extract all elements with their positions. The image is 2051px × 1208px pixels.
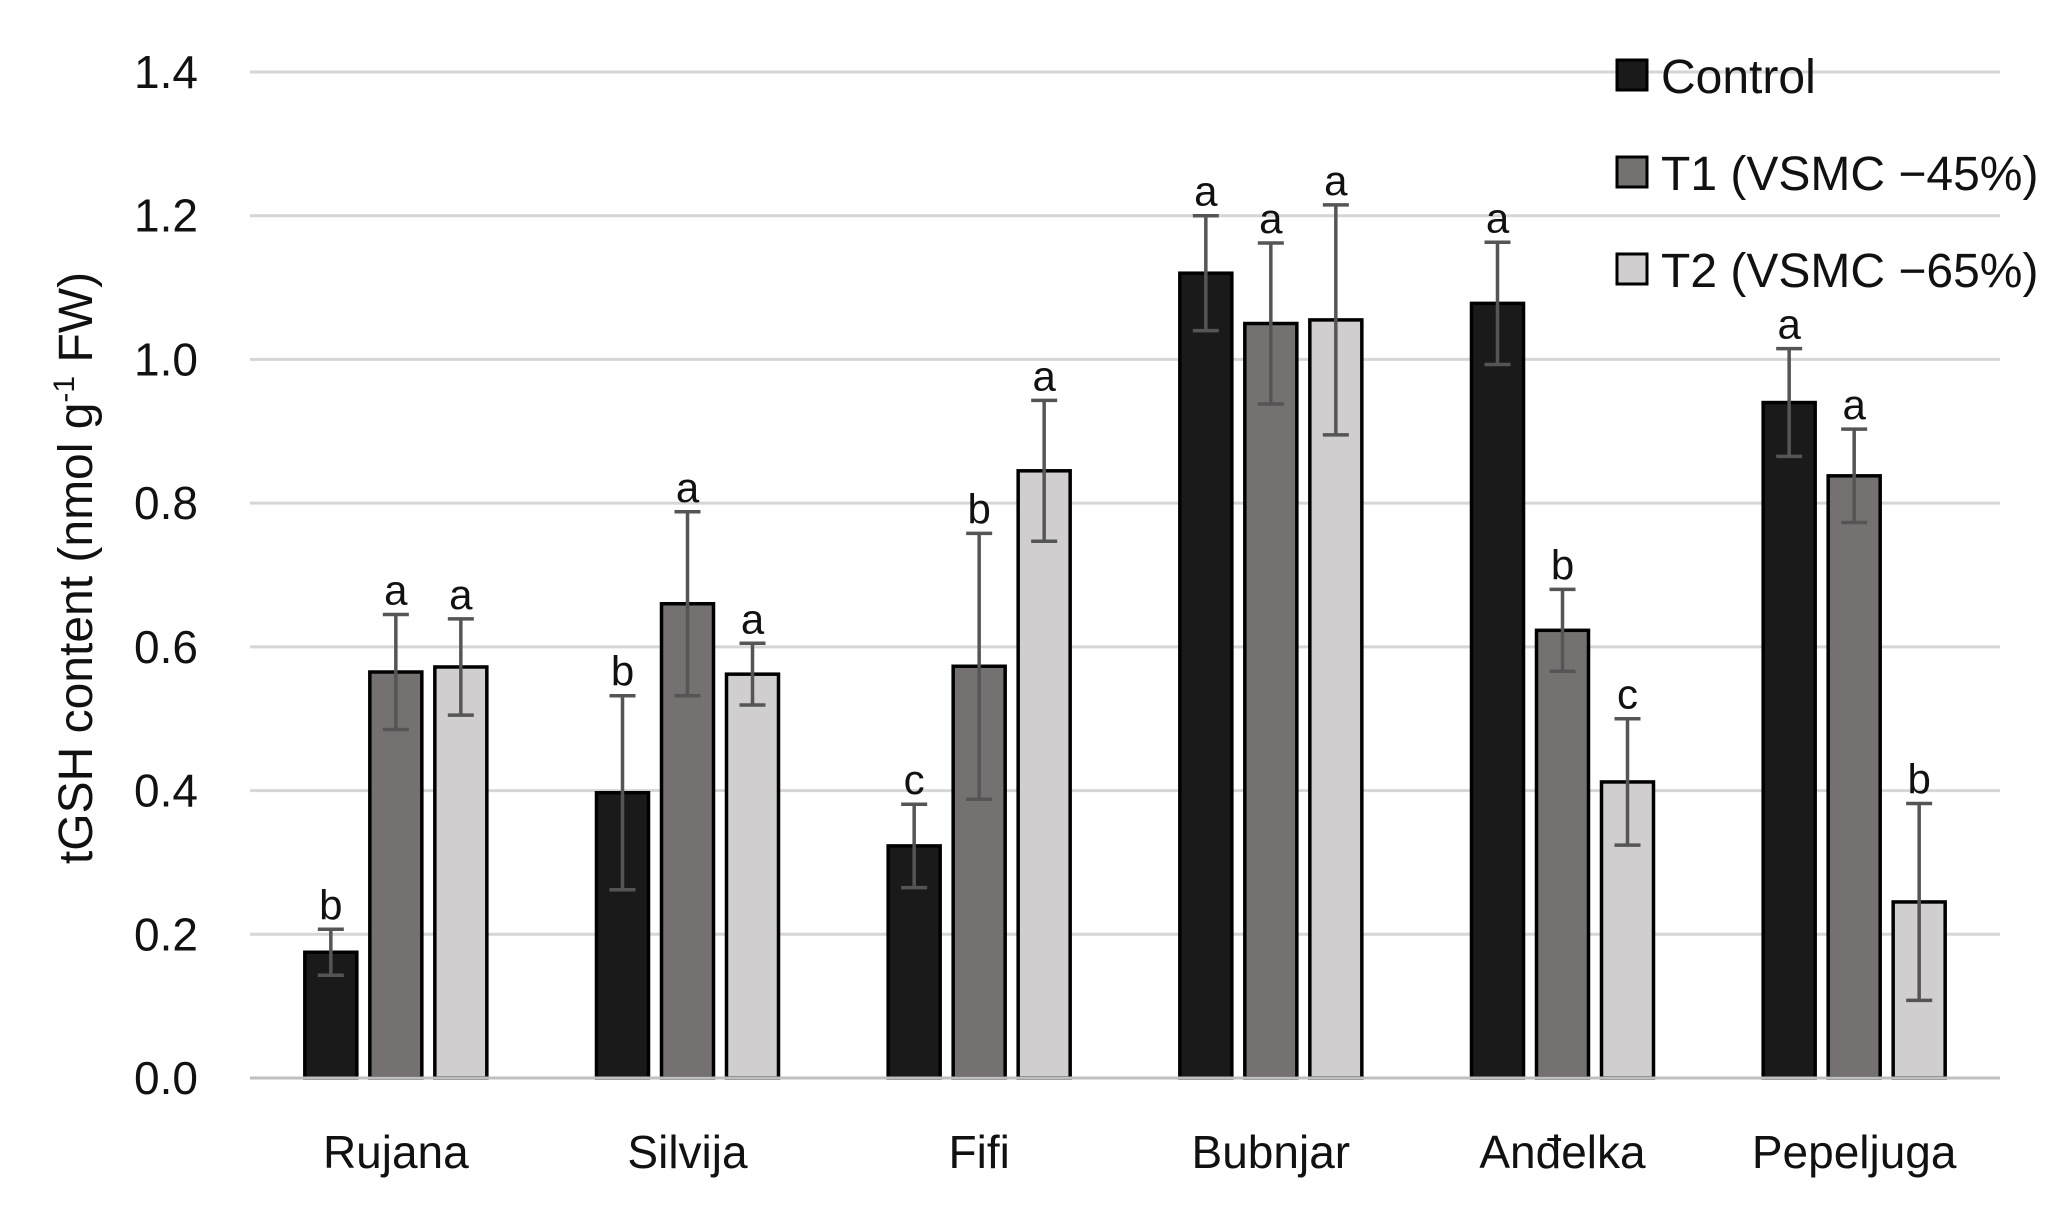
- y-tick-label: 1.2: [134, 190, 198, 242]
- bars: [303, 271, 1947, 1080]
- significance-letter: a: [1032, 352, 1056, 399]
- gridlines: [250, 70, 2000, 936]
- bar: [1178, 271, 1234, 1080]
- bar: [1243, 321, 1299, 1080]
- significance-letter: a: [1486, 194, 1510, 241]
- error-bars: [317, 203, 1933, 1003]
- y-tick-label: 0.2: [134, 908, 198, 960]
- legend: Control T1 (VSMC −45%) T2 (VSMC −65%): [1615, 51, 2038, 298]
- y-axis-title-main: tGSH content (nmol g: [50, 403, 103, 865]
- x-category-label: Rujana: [323, 1126, 469, 1178]
- bar: [1534, 628, 1591, 1080]
- bar: [368, 670, 424, 1080]
- legend-swatch-control: [1615, 58, 1649, 92]
- bar: [1826, 474, 1882, 1080]
- significance-letter: b: [319, 881, 342, 928]
- bar: [433, 665, 489, 1080]
- y-tick-label: 1.4: [134, 46, 198, 98]
- significance-letter: b: [611, 648, 634, 695]
- significance-letter: b: [967, 485, 990, 532]
- y-tick-label: 1.0: [134, 333, 198, 385]
- bar: [1761, 400, 1817, 1080]
- legend-label-t1: T1 (VSMC −45%): [1661, 148, 2038, 201]
- bar: [1599, 780, 1656, 1080]
- y-axis-title-suffix: FW): [50, 272, 103, 376]
- bar: [724, 672, 781, 1080]
- significance-letter: c: [1617, 671, 1638, 718]
- y-tick-label: 0.4: [134, 765, 198, 817]
- legend-label-control: Control: [1661, 51, 1816, 104]
- bar: [1016, 469, 1072, 1080]
- y-tick-label: 0.8: [134, 477, 198, 529]
- significance-letter: a: [1259, 195, 1283, 242]
- legend-label-t2: T2 (VSMC −65%): [1661, 245, 2038, 298]
- y-axis-title: tGSH content (nmol g-1 FW): [48, 272, 103, 864]
- bar: [1469, 301, 1526, 1080]
- significance-letter: b: [1551, 541, 1574, 588]
- significance-letter: a: [676, 464, 700, 511]
- y-tick-label: 0.6: [134, 621, 198, 673]
- significance-letter: a: [1842, 381, 1866, 428]
- legend-swatch-t1: [1615, 155, 1649, 189]
- y-axis-title-superscript: -1: [48, 376, 81, 403]
- x-category-label: Anđelka: [1479, 1126, 1646, 1178]
- x-category-label: Silvija: [627, 1126, 748, 1178]
- x-category-label: Bubnjar: [1192, 1126, 1351, 1178]
- significance-letter: b: [1907, 756, 1930, 803]
- significance-letter: a: [1194, 168, 1218, 215]
- y-axis-tick-labels: 0.0 0.2 0.4 0.6 0.8 1.0 1.2 1.4: [134, 46, 198, 1104]
- significance-letter: c: [904, 756, 925, 803]
- bar: [1308, 318, 1364, 1080]
- x-axis-category-labels: Rujana Silvija Fifi Bubnjar Anđelka Pepeljuga: [323, 1126, 1957, 1178]
- significance-letter: a: [1777, 301, 1801, 348]
- significance-letter: a: [384, 567, 408, 614]
- x-category-label: Fifi: [949, 1126, 1010, 1178]
- significance-letter: a: [1324, 157, 1348, 204]
- legend-swatch-t2: [1615, 252, 1649, 286]
- significance-letter: a: [449, 571, 473, 618]
- y-tick-label: 0.0: [134, 1052, 198, 1104]
- significance-letter: a: [741, 595, 765, 642]
- x-category-label: Pepeljuga: [1752, 1126, 1957, 1178]
